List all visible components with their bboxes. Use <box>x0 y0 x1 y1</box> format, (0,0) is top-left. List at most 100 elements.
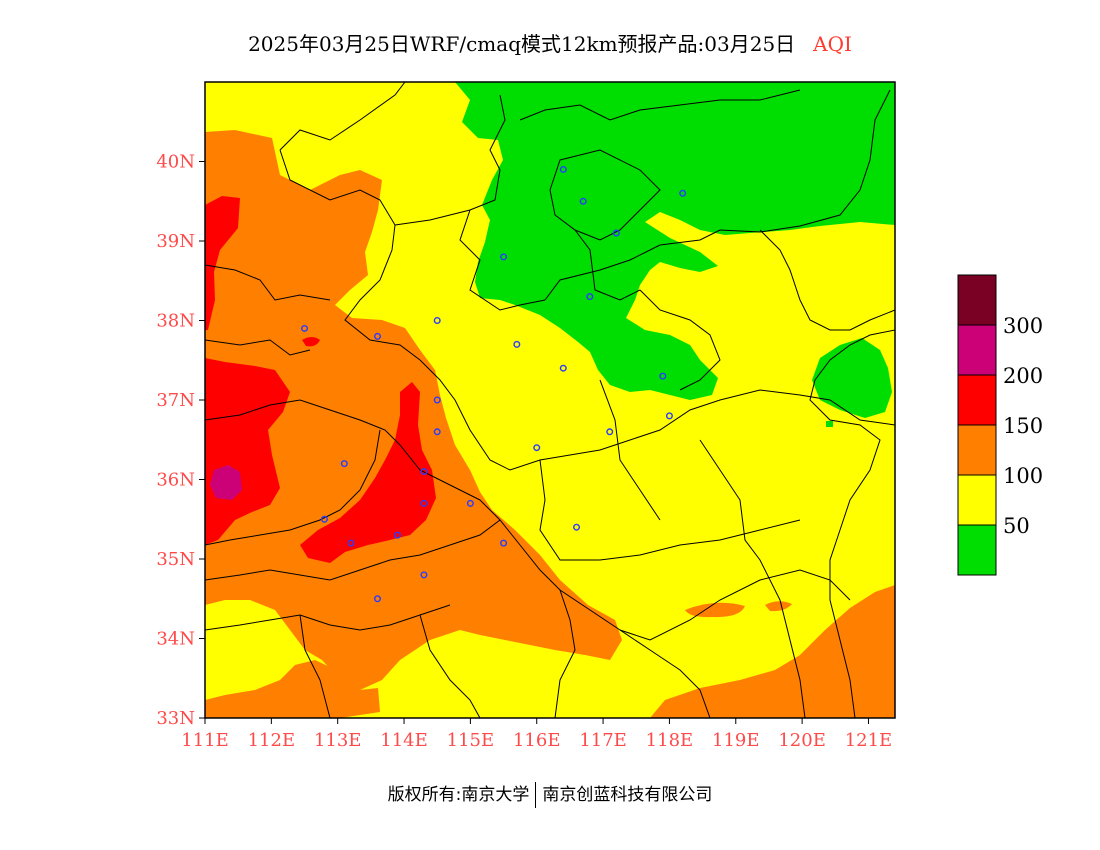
copyright-footer: 版权所有:南京大学 南京创蓝科技有限公司 <box>0 780 1100 808</box>
city-marker <box>679 189 687 197</box>
boundary-line <box>539 459 801 561</box>
boundary-line <box>299 614 331 718</box>
city-marker <box>420 571 428 579</box>
boundary-line <box>479 499 711 718</box>
copyright-right: 南京创蓝科技有限公司 <box>542 785 713 805</box>
lon-tick-label: 116E <box>513 730 561 751</box>
lat-tick-label: 33N <box>156 708 195 729</box>
city-marker <box>573 523 581 531</box>
city-marker <box>420 468 428 476</box>
city-marker <box>500 539 508 547</box>
boundary-line <box>205 604 451 631</box>
city-marker <box>347 539 355 547</box>
lon-tick-label: 112E <box>248 730 296 751</box>
city-marker <box>393 531 401 539</box>
lon-tick-label: 120E <box>778 730 826 751</box>
lon-tick-label: 114E <box>380 730 428 751</box>
aqi-patch-150-200-a <box>302 337 320 347</box>
city-marker <box>320 515 328 523</box>
legend-label-300: 300 <box>1003 314 1043 338</box>
aqi-band-100-150-south <box>205 660 380 718</box>
boundary-line <box>549 149 661 241</box>
latitude-axis: 33N 34N 35N 36N 37N 38N 39N 40N <box>156 152 205 729</box>
province-boundaries <box>205 82 895 718</box>
city-marker <box>374 332 382 340</box>
footer-separator <box>535 782 537 808</box>
boundary-line <box>279 149 421 361</box>
aqi-legend: 300 200 150 100 50 <box>957 274 1043 576</box>
aqi-band-100-150-southeast <box>650 585 895 718</box>
boundary-line <box>574 229 641 301</box>
city-marker <box>559 165 567 173</box>
legend-swatch-100-150 <box>957 424 997 476</box>
boundary-line <box>205 339 311 356</box>
city-marker <box>559 364 567 372</box>
city-markers <box>301 165 687 603</box>
city-marker <box>612 229 620 237</box>
legend-label-100: 100 <box>1003 464 1043 488</box>
boundary-line <box>554 589 576 718</box>
boundary-line <box>205 399 481 501</box>
city-marker <box>586 293 594 301</box>
city-marker <box>433 317 441 325</box>
boundary-line <box>205 429 381 546</box>
boundary-line <box>519 89 801 121</box>
legend-swatch-50-100 <box>957 474 997 526</box>
city-marker <box>533 444 541 452</box>
aqi-patch-0-50-a <box>826 421 833 427</box>
boundary-line <box>205 264 331 301</box>
city-marker <box>513 340 521 348</box>
legend-swatch-200-300 <box>957 324 997 376</box>
boundary-line <box>599 379 661 521</box>
lat-tick-label: 35N <box>156 549 195 570</box>
city-marker <box>500 253 508 261</box>
city-marker <box>301 324 309 332</box>
aqi-band-200-300 <box>210 465 242 500</box>
coastline <box>759 229 895 331</box>
city-marker <box>659 372 667 380</box>
legend-swatch-0-50 <box>957 524 997 576</box>
aqi-patch-0-50-b <box>495 230 510 243</box>
boundary-line <box>459 209 546 311</box>
legend-swatch-300-plus <box>957 274 997 326</box>
aqi-band-150-200-west <box>205 196 240 330</box>
lat-tick-label: 37N <box>156 390 195 411</box>
aqi-field <box>205 82 895 718</box>
boundary-line <box>419 614 481 718</box>
city-marker <box>420 499 428 507</box>
lat-tick-label: 38N <box>156 311 195 332</box>
boundary-line <box>544 89 891 301</box>
aqi-band-0-50-north <box>455 82 895 400</box>
lon-tick-label: 119E <box>712 730 760 751</box>
boundary-line <box>394 94 506 226</box>
legend-swatch-150-200 <box>957 374 997 426</box>
city-marker <box>466 499 474 507</box>
lon-tick-label: 118E <box>646 730 694 751</box>
lat-tick-label: 36N <box>156 470 195 491</box>
city-marker <box>340 460 348 468</box>
legend-label-200: 200 <box>1003 364 1043 388</box>
title-product: AQI <box>813 32 852 56</box>
aqi-band-150-200-central <box>300 382 436 563</box>
boundary-line <box>639 289 721 391</box>
lat-tick-label: 34N <box>156 629 195 650</box>
longitude-axis: 111E 112E 113E 114E 115E 116E 117E 118E 119E 120E… <box>181 718 892 751</box>
copyright-left: 版权所有:南京大学 <box>387 785 530 805</box>
boundary-line <box>699 439 806 718</box>
lon-tick-label: 115E <box>447 730 495 751</box>
lon-tick-label: 117E <box>579 730 627 751</box>
map-title: 2025年03月25日WRF/cmaq模式12km预报产品:03月25日 AQI <box>0 28 1100 57</box>
legend-label-50: 50 <box>1003 514 1030 538</box>
aqi-patch-100-150-b <box>765 601 792 612</box>
boundary-line <box>419 359 895 471</box>
lon-tick-label: 121E <box>845 730 893 751</box>
boundary-line <box>619 569 851 641</box>
legend-label-150: 150 <box>1003 414 1043 438</box>
city-marker <box>579 197 587 205</box>
city-marker <box>433 396 441 404</box>
city-marker <box>665 412 673 420</box>
lon-tick-label: 111E <box>181 730 229 751</box>
lon-tick-label: 113E <box>314 730 362 751</box>
lat-tick-label: 40N <box>156 152 195 173</box>
